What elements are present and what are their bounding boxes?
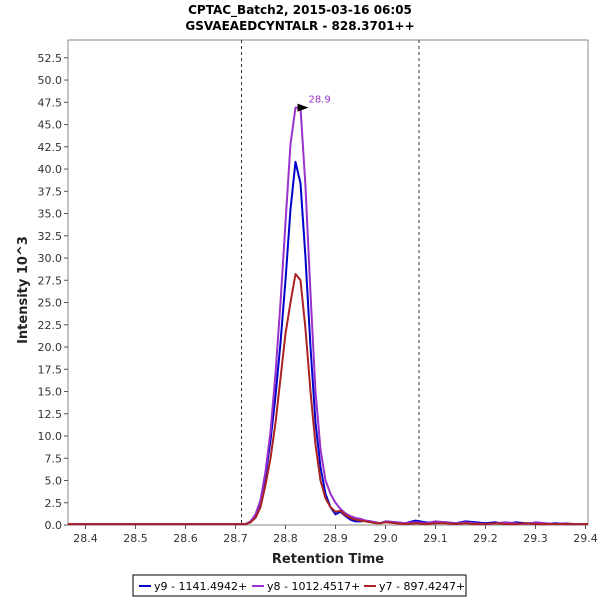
series-line-y8 <box>68 106 588 526</box>
chart-title: CPTAC_Batch2, 2015-03-16 06:05 <box>188 3 412 18</box>
y-tick-label: 7.5 <box>45 452 63 465</box>
x-tick-label: 28.5 <box>123 532 148 545</box>
x-tick-label: 28.7 <box>223 532 248 545</box>
x-tick-label: 29.4 <box>573 532 598 545</box>
y-tick-label: 45.0 <box>38 119 63 132</box>
x-tick-label: 29.3 <box>523 532 548 545</box>
series-lines <box>68 106 588 526</box>
y-tick-label: 2.5 <box>45 497 63 510</box>
y-tick-label: 42.5 <box>38 141 63 154</box>
y-tick-label: 40.0 <box>38 163 63 176</box>
x-axis-label: Retention Time <box>272 552 384 567</box>
x-tick-label: 29.2 <box>473 532 498 545</box>
chart-subtitle: GSVAEAEDCYNTALR - 828.3701++ <box>185 19 414 33</box>
peak-label: 28.9 <box>309 95 331 106</box>
y-tick-label: 27.5 <box>38 274 63 287</box>
x-tick-label: 29.1 <box>423 532 448 545</box>
legend-entry: y9 - 1141.4942+ <box>154 580 247 593</box>
legend-entry: y7 - 897.4247+ <box>379 580 465 593</box>
y-tick-label: 5.0 <box>45 475 63 488</box>
y-tick-label: 30.0 <box>38 252 63 265</box>
y-axis-label: Intensity 10^3 <box>16 236 31 344</box>
x-tick-label: 28.8 <box>273 532 298 545</box>
legend-box <box>132 574 467 597</box>
y-tick-label: 52.5 <box>38 52 63 65</box>
y-tick-label: 17.5 <box>38 363 63 376</box>
x-axis: 28.4 28.5 28.6 28.7 28.8 28.9 29.0 29.1 29.2 29.3… <box>73 525 598 545</box>
y-tick-label: 0.0 <box>45 519 63 532</box>
legend-entry: y8 - 1012.4517+ <box>267 580 360 593</box>
x-tick-label: 28.9 <box>323 532 348 545</box>
legend: y9 - 1141.4942+ y8 - 1012.4517+ y7 - 897.4… <box>132 574 467 597</box>
y-tick-label: 10.0 <box>38 430 63 443</box>
peak-boundaries <box>241 40 420 525</box>
x-tick-label: 29.0 <box>373 532 398 545</box>
y-tick-label: 32.5 <box>38 230 63 243</box>
plot-area <box>67 39 589 526</box>
peak-arrow-icon <box>297 103 309 112</box>
y-axis: 0.0 2.5 5.0 7.5 10.0 12.5 15.0 17.5 20.0 22.5 25.0… <box>38 52 68 532</box>
x-tick-label: 28.6 <box>173 532 198 545</box>
y-tick-label: 35.0 <box>38 208 63 221</box>
y-tick-label: 47.5 <box>38 96 63 109</box>
y-tick-label: 37.5 <box>38 185 63 198</box>
x-tick-label: 28.4 <box>73 532 98 545</box>
y-tick-label: 50.0 <box>38 74 63 87</box>
y-tick-label: 15.0 <box>38 386 63 399</box>
series-line-y7 <box>68 273 588 526</box>
y-tick-label: 12.5 <box>38 408 63 421</box>
peak-annotation: 28.9 <box>297 95 331 112</box>
y-tick-label: 25.0 <box>38 297 63 310</box>
y-tick-label: 20.0 <box>38 341 63 354</box>
y-tick-label: 22.5 <box>38 319 63 332</box>
